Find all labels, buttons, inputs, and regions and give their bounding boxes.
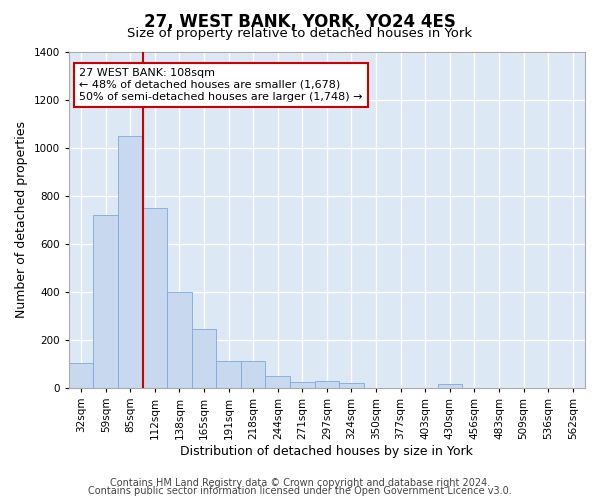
- X-axis label: Distribution of detached houses by size in York: Distribution of detached houses by size …: [181, 444, 473, 458]
- Text: 27 WEST BANK: 108sqm
← 48% of detached houses are smaller (1,678)
50% of semi-de: 27 WEST BANK: 108sqm ← 48% of detached h…: [79, 68, 362, 102]
- Text: Contains HM Land Registry data © Crown copyright and database right 2024.: Contains HM Land Registry data © Crown c…: [110, 478, 490, 488]
- Bar: [167, 292, 192, 388]
- Bar: [265, 376, 290, 388]
- Bar: [192, 329, 217, 388]
- Y-axis label: Number of detached properties: Number of detached properties: [15, 121, 28, 318]
- Bar: [69, 362, 94, 388]
- Text: 27, WEST BANK, YORK, YO24 4ES: 27, WEST BANK, YORK, YO24 4ES: [144, 12, 456, 30]
- Bar: [437, 384, 462, 388]
- Bar: [143, 208, 167, 388]
- Text: Contains public sector information licensed under the Open Government Licence v3: Contains public sector information licen…: [88, 486, 512, 496]
- Text: Size of property relative to detached houses in York: Size of property relative to detached ho…: [127, 28, 473, 40]
- Bar: [118, 136, 143, 388]
- Bar: [217, 362, 241, 388]
- Bar: [314, 380, 339, 388]
- Bar: [94, 215, 118, 388]
- Bar: [339, 383, 364, 388]
- Bar: [290, 382, 314, 388]
- Bar: [241, 362, 265, 388]
